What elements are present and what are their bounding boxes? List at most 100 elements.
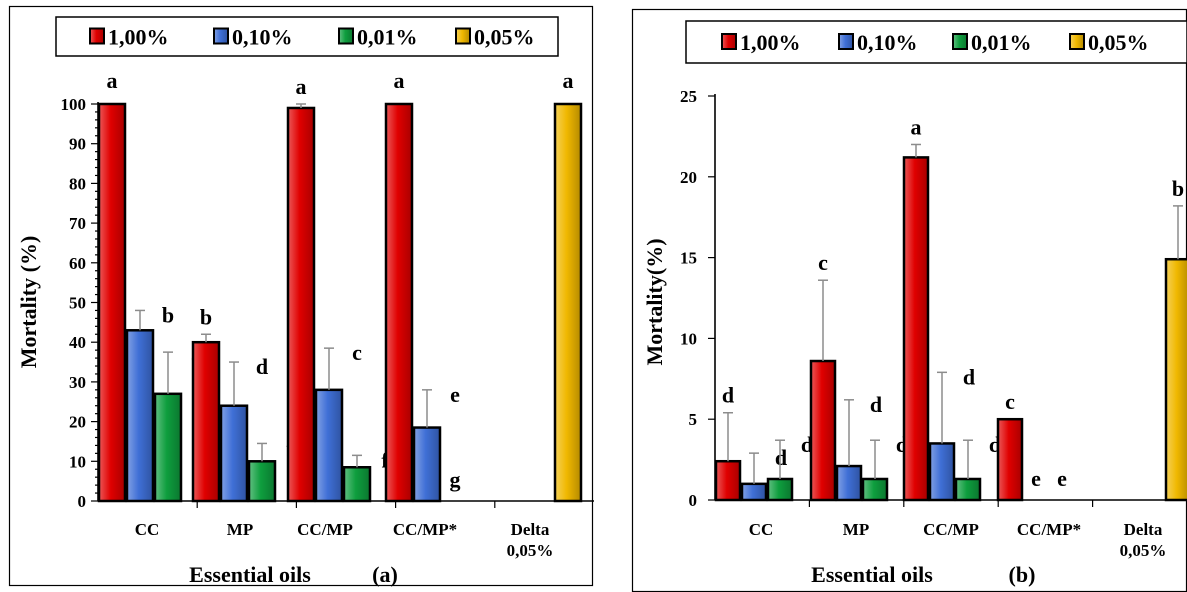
significance-letter: d — [963, 364, 975, 389]
legend-label: 0,01% — [357, 25, 418, 50]
bar — [928, 442, 956, 502]
legend-label: 1,00% — [108, 25, 169, 50]
x-tick-label: MP — [227, 520, 253, 539]
bar — [861, 477, 889, 502]
legend-box — [685, 20, 1187, 64]
x-tick-label: Delta — [511, 520, 550, 539]
x-tick-label: MP — [843, 520, 869, 539]
y-tick-label: 10 — [680, 329, 697, 348]
significance-letter: a — [911, 114, 922, 139]
y-tick-label: 15 — [680, 249, 697, 268]
bar — [247, 460, 277, 503]
bar — [996, 417, 1024, 502]
y-tick-label: 30 — [69, 373, 86, 392]
bar — [835, 464, 863, 502]
y-axis-label: Mortality (%) — [16, 236, 41, 369]
bar — [714, 459, 742, 502]
significance-letter: e — [1031, 466, 1041, 491]
significance-letter: d — [722, 383, 734, 408]
significance-letter: c — [1005, 389, 1015, 414]
y-tick-label: 100 — [61, 95, 87, 114]
x-axis-label: Essential oils — [811, 562, 933, 587]
bar — [191, 340, 221, 503]
x-axis-label: Essential oils — [189, 562, 311, 587]
significance-letter: a — [296, 74, 307, 99]
panel-label: (a) — [372, 562, 398, 587]
bar — [384, 102, 414, 503]
legend: 1,00% 0,10% 0,01% 0,05% — [685, 20, 1187, 64]
bar — [153, 392, 183, 503]
x-tick-label: CC/MP* — [1017, 520, 1081, 539]
legend-label: 0,05% — [474, 25, 535, 50]
y-tick-label: 0 — [689, 491, 698, 510]
bar — [125, 329, 155, 503]
y-axis-label: Mortality(%) — [642, 238, 667, 365]
x-tick-label: CC/MP — [297, 520, 353, 539]
x-tick-label: CC — [135, 520, 160, 539]
significance-letter: e — [450, 382, 460, 407]
significance-letter: a — [563, 68, 574, 93]
bar — [286, 106, 316, 503]
legend-swatch — [721, 33, 737, 50]
significance-letter: a — [107, 68, 118, 93]
significance-letter: d — [775, 445, 787, 470]
y-tick-label: 5 — [689, 410, 698, 429]
y-tick-label: 60 — [69, 254, 86, 273]
significance-letter: c — [352, 340, 362, 365]
y-tick-label: 80 — [69, 174, 86, 193]
legend: 1,00% 0,10% 0,01% 0,05% — [55, 16, 559, 57]
legend-swatch — [213, 27, 229, 45]
y-tick-label: 20 — [69, 413, 86, 432]
x-tick-label: 0,05% — [1120, 541, 1167, 560]
legend-box — [55, 16, 559, 57]
bar — [219, 404, 249, 503]
chart-panel-b: 1,00% 0,10% 0,01% 0,05% 0 5 10 15 20 25 CC MP CC/MP C… — [631, 8, 1187, 592]
y-tick-label: 40 — [69, 333, 86, 352]
bar — [412, 426, 442, 503]
legend-swatch — [338, 27, 354, 45]
significance-letter: c — [818, 250, 828, 275]
legend-swatch — [952, 33, 968, 50]
bar — [954, 477, 982, 502]
y-tick-label: 70 — [69, 214, 86, 233]
legend-label: 1,00% — [740, 30, 801, 55]
y-tick-label: 10 — [69, 452, 86, 471]
bar — [342, 466, 372, 503]
legend-swatch — [1069, 33, 1085, 50]
bar — [1164, 257, 1187, 502]
bar — [97, 102, 127, 503]
y-tick-label: 50 — [69, 294, 86, 313]
legend-swatch — [455, 27, 471, 45]
legend-swatch — [89, 27, 105, 45]
x-tick-label: CC/MP* — [393, 520, 457, 539]
significance-letter: d — [870, 392, 882, 417]
x-tick-label: 0,05% — [507, 541, 554, 560]
x-tick-label: CC — [749, 520, 774, 539]
panel-label: (b) — [1009, 562, 1036, 587]
legend-label: 0,10% — [232, 25, 293, 50]
bar — [809, 359, 837, 502]
significance-letter: g — [450, 467, 461, 492]
bar — [902, 156, 930, 502]
x-tick-label: Delta — [1124, 520, 1163, 539]
x-tick-label: CC/MP — [923, 520, 979, 539]
chart-panel-a: 1,00% 0,10% 0,01% 0,05% 0 10 20 30 40 50 60 70 80 90 1… — [8, 5, 594, 587]
legend-label: 0,10% — [857, 30, 918, 55]
bar — [740, 482, 768, 502]
legend-swatch — [838, 33, 854, 50]
legend-label: 0,05% — [1088, 30, 1149, 55]
y-tick-label: 25 — [680, 87, 697, 106]
bar — [314, 388, 344, 503]
y-tick-label: 0 — [78, 492, 87, 511]
significance-letter: a — [394, 68, 405, 93]
significance-letter: b — [200, 304, 212, 329]
y-tick-label: 90 — [69, 135, 86, 154]
y-tick-label: 20 — [680, 168, 697, 187]
bar — [766, 477, 794, 502]
bar — [553, 102, 583, 503]
significance-letter: b — [162, 302, 174, 327]
legend-label: 0,01% — [971, 30, 1032, 55]
significance-letter: e — [1057, 466, 1067, 491]
significance-letter: b — [1172, 176, 1184, 201]
